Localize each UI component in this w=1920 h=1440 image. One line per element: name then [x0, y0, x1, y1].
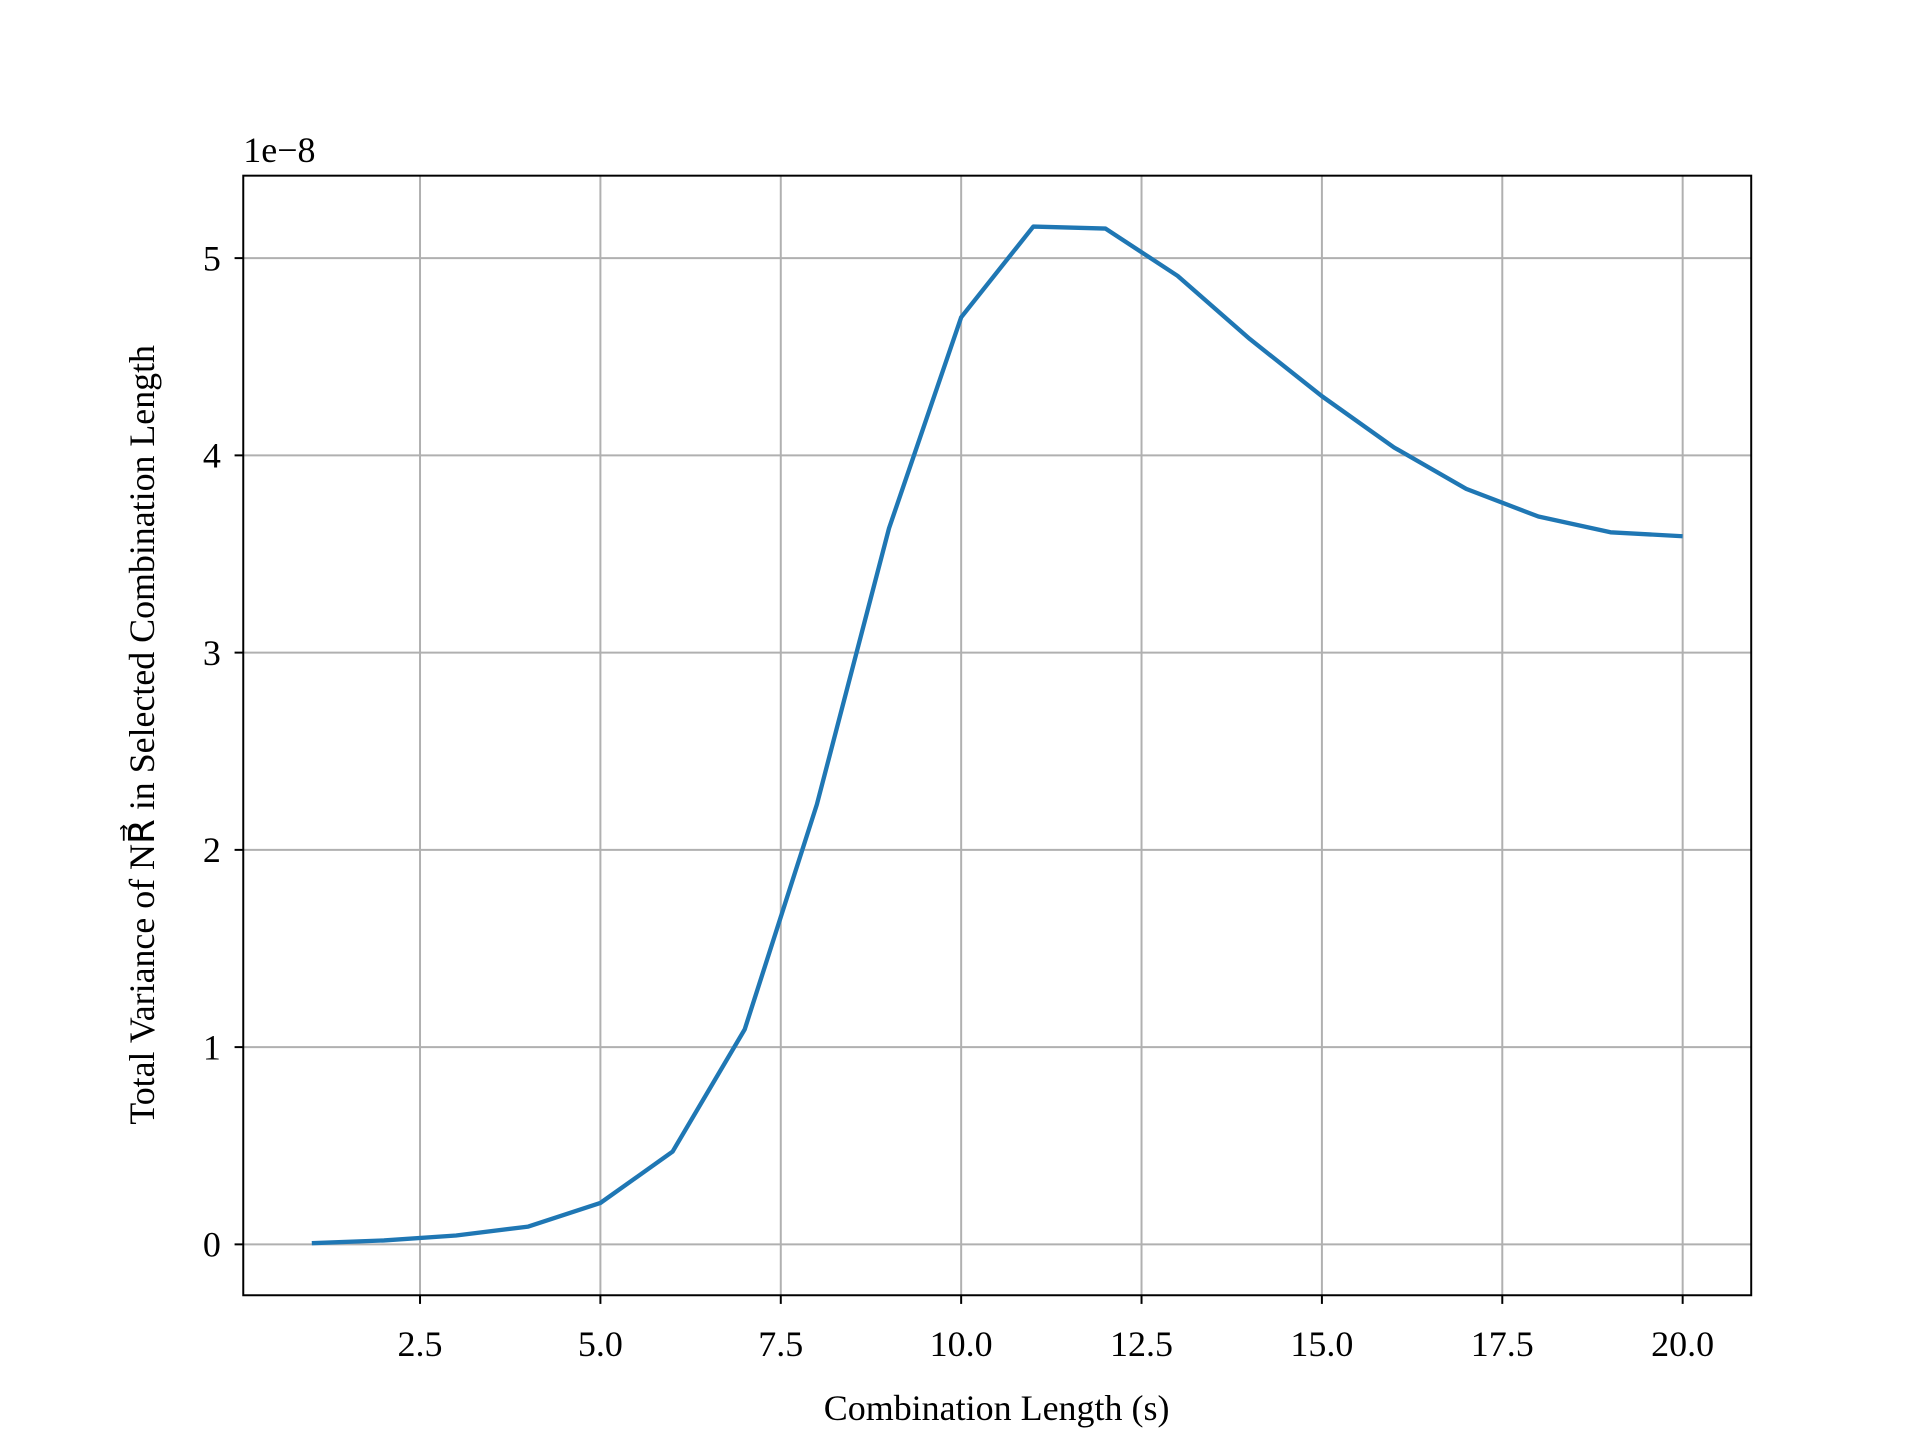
y-tick-label: 1	[203, 1028, 221, 1068]
y-tick-label: 4	[203, 436, 221, 476]
x-tick-label: 20.0	[1651, 1324, 1714, 1364]
line-series	[311, 224, 1683, 1246]
y-tick-label: 3	[203, 633, 221, 673]
x-tick-label: 7.5	[758, 1324, 803, 1364]
x-tick-label: 10.0	[930, 1324, 993, 1364]
y-axis-label: Total Variance of NR⃗ in Selected Combin…	[119, 345, 162, 1125]
y-tick-label: 2	[203, 830, 221, 870]
offset-label: 1e−8	[243, 130, 315, 170]
x-tick-label: 12.5	[1110, 1324, 1173, 1364]
x-axis-label: Combination Length (s)	[824, 1388, 1170, 1428]
x-tick-label: 17.5	[1471, 1324, 1534, 1364]
x-tick-label: 15.0	[1290, 1324, 1353, 1364]
y-tick-label: 0	[203, 1225, 221, 1265]
x-tick-label: 5.0	[578, 1324, 623, 1364]
plot-frame	[242, 174, 1753, 1297]
x-tick-label: 2.5	[398, 1324, 443, 1364]
y-tick-label: 5	[203, 239, 221, 279]
